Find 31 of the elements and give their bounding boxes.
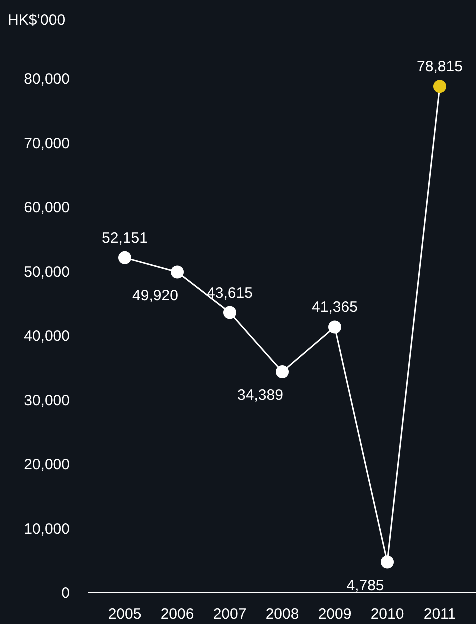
x-tick-label: 2008 — [266, 606, 300, 623]
x-tick-label: 2005 — [108, 606, 142, 623]
y-tick-label: 10,000 — [24, 520, 70, 538]
y-tick-label: 20,000 — [24, 456, 70, 474]
data-label: 52,151 — [102, 230, 148, 247]
data-label: 4,785 — [346, 577, 384, 594]
x-tick-label: 2011 — [424, 606, 456, 623]
x-tick-label: 2010 — [370, 606, 404, 623]
point — [381, 556, 394, 569]
y-tick-label: 40,000 — [24, 328, 70, 345]
x-tick-label: 2006 — [160, 606, 194, 623]
y-tick-label: 50,000 — [24, 264, 70, 281]
y-tick-label: 0 — [62, 585, 70, 602]
point — [276, 366, 289, 379]
x-tick-label: 2009 — [318, 606, 352, 623]
x-tick-label: 2007 — [213, 606, 247, 623]
y-axis-title: HK$’000 — [8, 12, 66, 29]
y-tick-label: 60,000 — [24, 200, 70, 216]
point — [224, 306, 236, 320]
point — [171, 266, 184, 279]
point — [328, 320, 342, 334]
point — [434, 80, 446, 94]
data-label: 34,389 — [238, 387, 284, 404]
data-label: 43,615 — [207, 284, 253, 302]
data-label: 49,920 — [132, 287, 178, 304]
y-tick-label: 80,000 — [24, 71, 70, 88]
y-tick-label: 70,000 — [24, 135, 70, 152]
y-tick-label: 30,000 — [24, 392, 70, 410]
data-label: 41,365 — [312, 299, 358, 316]
point — [118, 251, 132, 264]
data-label: 78,815 — [417, 58, 463, 76]
